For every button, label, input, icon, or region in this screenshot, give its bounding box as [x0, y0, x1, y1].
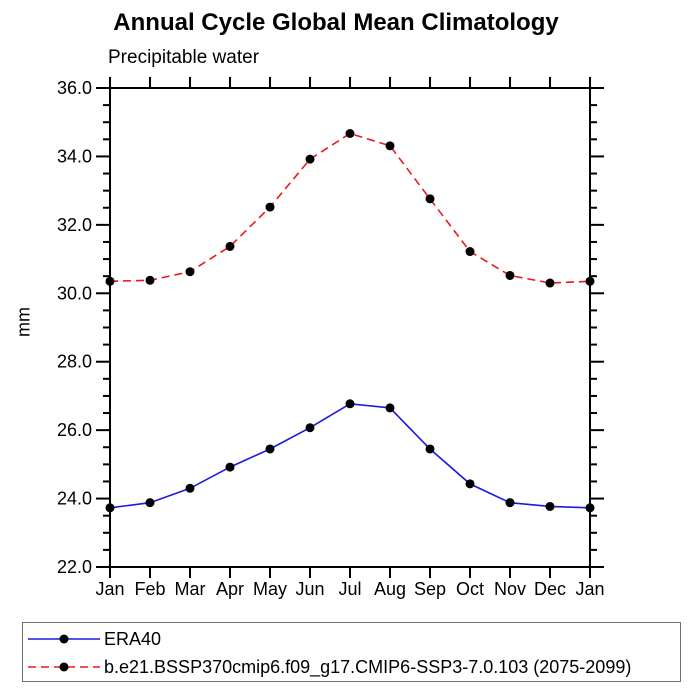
y-tick-label: 26.0: [57, 420, 92, 440]
data-point-marker: [505, 498, 515, 508]
legend-item-label: b.e21.BSSP370cmip6.f09_g17.CMIP6-SSP3-7.…: [104, 656, 632, 677]
legend-item-label: ERA40: [104, 628, 162, 649]
legend: ERA40 b.e21.BSSP370cmip6.f09_g17.CMIP6-SS…: [22, 622, 681, 682]
y-tick-label: 30.0: [57, 283, 92, 303]
data-point-marker: [465, 247, 475, 257]
x-tick-label: May: [253, 579, 287, 599]
y-tick-label: 24.0: [57, 489, 92, 509]
x-tick-label: Sep: [414, 579, 446, 599]
data-point-marker: [105, 503, 115, 513]
data-point-marker: [345, 129, 355, 139]
data-point-marker: [345, 399, 355, 409]
x-tick-label: Jan: [575, 579, 604, 599]
x-tick-label: Nov: [494, 579, 526, 599]
data-point-marker: [465, 479, 475, 489]
x-tick-label: Feb: [134, 579, 165, 599]
data-point-marker: [145, 498, 155, 508]
data-point-marker: [185, 483, 195, 493]
data-point-marker: [585, 276, 595, 286]
data-point-marker: [545, 501, 555, 511]
data-point-marker: [385, 403, 395, 413]
data-point-marker: [305, 423, 315, 433]
data-point-marker: [385, 141, 395, 151]
data-point-marker: [585, 503, 595, 513]
legend-item: b.e21.BSSP370cmip6.f09_g17.CMIP6-SSP3-7.…: [23, 653, 631, 681]
x-tick-label: Oct: [456, 579, 484, 599]
legend-dashed-line-icon: [28, 662, 100, 672]
data-point-marker: [225, 462, 235, 472]
x-tick-label: Jul: [338, 579, 361, 599]
x-tick-label: Jun: [295, 579, 324, 599]
data-point-marker: [425, 194, 435, 204]
legend-solid-line-icon: [28, 634, 100, 644]
y-tick-label: 22.0: [57, 557, 92, 577]
data-point-marker: [145, 275, 155, 285]
x-tick-label: Aug: [374, 579, 406, 599]
chart-title: Annual Cycle Global Mean Climatology: [113, 9, 559, 36]
data-point-marker: [265, 444, 275, 454]
series-line-model: [109, 132, 591, 284]
y-tick-label: 32.0: [57, 215, 92, 235]
x-tick-label: Mar: [175, 579, 206, 599]
y-tick-label: 28.0: [57, 352, 92, 372]
data-point-marker: [265, 202, 275, 212]
x-tick-label: Jan: [95, 579, 124, 599]
y-tick-label: 36.0: [57, 78, 92, 98]
data-point-marker: [105, 276, 115, 286]
x-tick-label: Apr: [216, 579, 244, 599]
series-line-era40: [109, 402, 591, 509]
y-tick-label: 34.0: [57, 146, 92, 166]
data-point-marker: [425, 444, 435, 454]
legend-item: ERA40: [23, 625, 161, 653]
data-point-marker: [225, 241, 235, 251]
plot-frame: [109, 87, 591, 568]
x-tick-label: Dec: [534, 579, 566, 599]
data-point-marker: [545, 278, 555, 288]
data-point-marker: [505, 270, 515, 280]
data-point-marker: [305, 154, 315, 164]
chart-subtitle: Precipitable water: [108, 47, 260, 68]
data-point-marker: [185, 267, 195, 277]
